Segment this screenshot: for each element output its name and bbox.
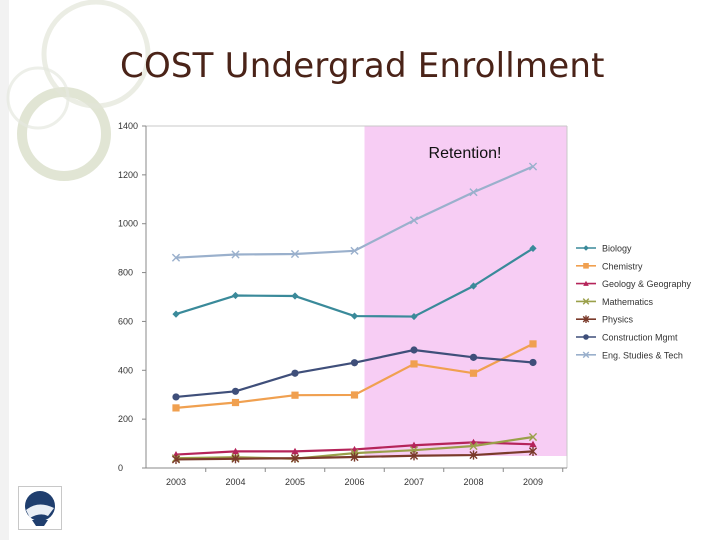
data-point-eng-studies-tech — [171, 253, 181, 262]
data-point-physics — [409, 451, 419, 461]
data-point-physics — [290, 453, 300, 463]
data-point-construction-mgmt — [529, 358, 537, 367]
legend-label-geology-geography: Geology & Geography — [602, 279, 692, 289]
x-tick-label: 2005 — [285, 477, 305, 487]
x-tick-label: 2006 — [344, 477, 364, 487]
legend-marker-construction-mgmt — [583, 334, 589, 340]
data-point-physics — [171, 454, 181, 465]
data-point-construction-mgmt — [350, 359, 359, 367]
data-point-biology — [291, 292, 299, 300]
y-tick-label: 600 — [118, 316, 133, 326]
data-point-geology-geography — [291, 447, 299, 455]
data-point-geology-geography — [231, 447, 240, 455]
data-point-construction-mgmt — [469, 353, 478, 361]
data-point-mathematics — [528, 432, 538, 442]
legend-label-eng-studies-tech: Eng. Studies & Tech — [602, 350, 683, 360]
data-point-mathematics — [469, 441, 478, 451]
y-tick-label: 200 — [118, 414, 133, 424]
data-point-physics — [350, 452, 359, 462]
data-point-physics — [231, 454, 240, 464]
data-point-geology-geography — [529, 440, 537, 448]
legend-label-mathematics: Mathematics — [602, 297, 654, 307]
y-tick-label: 1400 — [118, 121, 138, 131]
data-point-biology — [529, 244, 537, 252]
data-point-construction-mgmt — [410, 346, 418, 354]
data-point-biology — [231, 291, 240, 300]
data-point-eng-studies-tech — [469, 188, 478, 197]
legend-marker-mathematics — [582, 298, 590, 305]
data-point-geology-geography — [410, 441, 418, 449]
data-point-biology — [469, 282, 478, 290]
legend-marker-physics — [582, 315, 590, 323]
legend-marker-chemistry — [583, 263, 589, 269]
data-point-eng-studies-tech — [409, 216, 419, 225]
data-point-chemistry — [410, 360, 418, 368]
legend-marker-biology — [583, 245, 589, 251]
data-point-biology — [410, 312, 418, 321]
x-tick-label: 2004 — [225, 477, 245, 487]
highlight-label: Retention! — [429, 145, 502, 162]
data-point-chemistry — [529, 340, 537, 348]
y-tick-label: 1000 — [118, 219, 138, 229]
data-point-construction-mgmt — [291, 369, 299, 377]
university-logo — [18, 486, 62, 530]
data-point-chemistry — [350, 391, 359, 399]
y-tick-label: 1200 — [118, 170, 138, 180]
legend-marker-geology-geography — [583, 280, 589, 286]
legend-marker-eng-studies-tech — [582, 351, 590, 359]
y-tick-label: 400 — [118, 365, 133, 375]
data-point-chemistry — [291, 391, 299, 399]
data-point-eng-studies-tech — [290, 249, 300, 259]
legend-label-construction-mgmt: Construction Mgmt — [602, 333, 678, 343]
x-tick-label: 2009 — [523, 477, 543, 487]
data-point-chemistry — [172, 404, 180, 412]
data-point-construction-mgmt — [231, 387, 240, 395]
legend-label-chemistry: Chemistry — [602, 261, 643, 271]
y-tick-label: 800 — [118, 268, 133, 278]
data-point-chemistry — [469, 369, 478, 377]
x-tick-label: 2003 — [166, 477, 186, 487]
y-tick-label: 0 — [118, 463, 123, 473]
data-point-chemistry — [231, 398, 240, 407]
data-point-physics — [469, 450, 478, 460]
legend-label-biology: Biology — [602, 244, 632, 254]
data-point-eng-studies-tech — [231, 250, 240, 259]
data-point-construction-mgmt — [172, 393, 180, 401]
data-point-physics — [528, 446, 538, 456]
slide-title: COST Undergrad Enrollment — [120, 46, 605, 86]
x-tick-label: 2008 — [463, 477, 483, 487]
data-point-biology — [350, 312, 359, 320]
x-tick-label: 2007 — [404, 477, 424, 487]
data-point-eng-studies-tech — [528, 162, 538, 171]
data-point-biology — [172, 310, 180, 318]
legend-label-physics: Physics — [602, 315, 634, 325]
data-point-eng-studies-tech — [350, 246, 359, 255]
